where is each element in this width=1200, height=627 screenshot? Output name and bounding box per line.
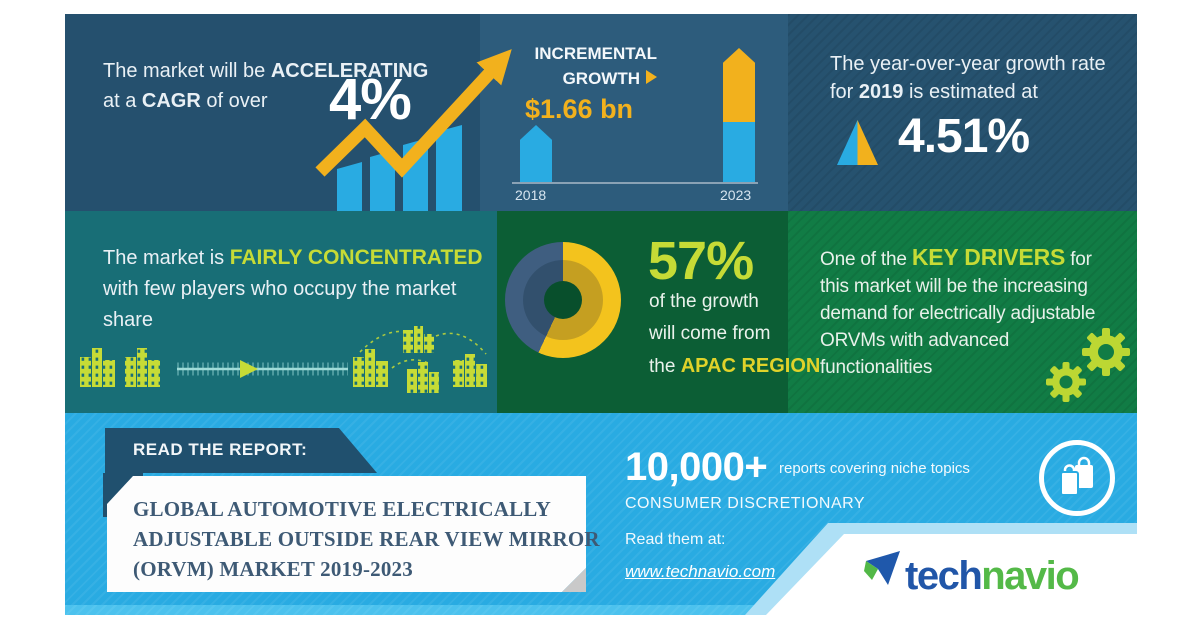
logo-part-tech: tech xyxy=(905,554,983,598)
text-run-bold: 2019 xyxy=(858,81,904,103)
text-run: ADJUSTABLE OUTSIDE REAR VIEW MIRROR xyxy=(133,527,600,551)
text-run: will come from xyxy=(649,323,771,344)
text-run: GLOBAL AUTOMOTIVE ELECTRICALLY xyxy=(133,497,551,521)
read-them-at-label: Read them at: xyxy=(625,531,726,548)
yoy-value: 4.51% xyxy=(898,110,1030,163)
read-report-label: READ THE REPORT: xyxy=(133,440,308,459)
text-run: The year-over-year growth rate xyxy=(830,53,1106,75)
text-run: for xyxy=(1065,249,1092,270)
incremental-growth-value: $1.66 bn xyxy=(525,94,634,124)
track-arrow-icon xyxy=(240,360,258,378)
shopping-bags-badge xyxy=(1039,440,1115,516)
text-run-bold: ACCELERATING xyxy=(270,60,429,82)
apac-value: 57% xyxy=(648,231,754,291)
shopping-bags-icon xyxy=(1060,456,1093,496)
report-category: CONSUMER DISCRETIONARY xyxy=(625,495,866,512)
text-run: One of the xyxy=(820,249,912,270)
text-run-highlight: APAC REGION xyxy=(680,355,821,377)
bar-2023 xyxy=(723,48,755,182)
cagr-text: The market will be ACCELERATING at a CAG… xyxy=(103,56,428,116)
text-run: The market will be xyxy=(103,60,271,82)
infographic-canvas: The market will be ACCELERATING at a CAG… xyxy=(65,14,1137,615)
yoy-text: The year-over-year growth rate for 2019 … xyxy=(830,50,1106,106)
text-run: functionalities xyxy=(820,357,933,378)
buildings-cluster xyxy=(125,348,160,387)
concentration-text: The market is FAIRLY CONCENTRATED with f… xyxy=(103,242,483,336)
donut-hole xyxy=(544,281,582,319)
year-label-2023: 2023 xyxy=(720,187,752,203)
text-run: The market is xyxy=(103,247,230,269)
text-run: is estimated at xyxy=(903,81,1038,103)
buildings-cluster xyxy=(453,354,487,387)
text-run-highlight: KEY DRIVERS xyxy=(911,244,1066,270)
cagr-value: 4% xyxy=(329,67,412,132)
footer-bottom-strip xyxy=(65,605,1137,615)
bar-2023-base xyxy=(723,122,755,182)
text-run: share xyxy=(103,309,154,331)
report-count: 10,000+ xyxy=(625,445,768,489)
text-run: of the growth xyxy=(649,291,759,312)
read-report-banner: READ THE REPORT: xyxy=(105,428,377,473)
report-title: GLOBAL AUTOMOTIVE ELECTRICALLY ADJUSTABL… xyxy=(133,494,600,584)
text-run: this market will be the increasing xyxy=(820,276,1088,297)
report-tagline: reports covering niche topics xyxy=(779,460,970,477)
axis-baseline xyxy=(512,182,758,184)
text-run-bold: CAGR xyxy=(141,90,201,112)
up-triangle-icon xyxy=(837,120,878,165)
text-run: INCREMENTAL xyxy=(534,44,657,63)
text-run: for xyxy=(830,81,859,103)
text-run: ORVMs with advanced xyxy=(820,330,1010,351)
trend-arrow-icon xyxy=(315,49,512,178)
technavio-logo-icon xyxy=(864,551,900,585)
apac-donut-chart xyxy=(505,242,621,358)
buildings-cluster xyxy=(353,349,388,387)
connection-arcs xyxy=(359,330,487,369)
market-players-illustration xyxy=(80,326,487,393)
text-run: at a xyxy=(103,90,142,112)
text-run: the xyxy=(649,356,681,377)
buildings-cluster xyxy=(403,326,434,353)
bar-2023-increment xyxy=(723,48,755,122)
logo-part-navio: navio xyxy=(981,554,1079,598)
text-run-highlight: FAIRLY CONCENTRATED xyxy=(229,246,483,269)
text-run: demand for electrically adjustable xyxy=(820,303,1096,324)
apac-text: of the growth will come from the APAC RE… xyxy=(649,286,820,383)
text-run: of over xyxy=(200,90,268,112)
technavio-logo-text: technavio xyxy=(905,554,1080,599)
report-card xyxy=(107,476,586,592)
text-run: GROWTH xyxy=(562,69,640,88)
panel-yoy xyxy=(788,14,1137,211)
panel-key-drivers xyxy=(788,211,1137,413)
gears-icon xyxy=(1046,328,1130,402)
buildings-cluster xyxy=(407,362,439,393)
text-run: (ORVM) MARKET 2019-2023 xyxy=(133,557,413,581)
key-drivers-text: One of the KEY DRIVERS for this market w… xyxy=(820,244,1120,381)
year-label-2018: 2018 xyxy=(515,187,547,203)
market-track xyxy=(177,360,348,378)
technavio-url-link[interactable]: www.technavio.com xyxy=(625,562,776,581)
buildings-cluster xyxy=(80,348,115,387)
incremental-growth-title: INCREMENTAL GROWTH xyxy=(505,41,657,91)
growth-pointer-icon xyxy=(646,70,657,84)
text-run: with few players who occupy the market xyxy=(103,278,457,300)
